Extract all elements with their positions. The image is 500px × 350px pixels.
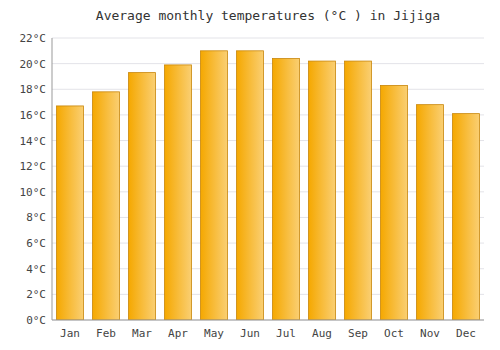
bar [309,61,336,320]
bar [381,85,408,320]
grid-line [52,63,484,64]
y-tick-label: 4°C [26,263,46,276]
x-tick-label: Feb [96,327,116,340]
x-tick-label: Oct [384,327,404,340]
chart-title: Average monthly temperatures (°C ) in Ji… [96,8,440,23]
grid-line [52,38,484,39]
bar [417,105,444,320]
x-tick-label: May [204,327,224,340]
bars [57,51,480,320]
y-tick-label: 2°C [26,288,46,301]
x-tick-label: Nov [420,327,440,340]
x-tick-label: Sep [348,327,368,340]
x-axis-line [52,320,484,321]
x-tick-label: Apr [168,327,188,340]
y-tick-label: 0°C [26,314,46,327]
y-tick-label: 12°C [20,160,47,173]
bar [201,51,228,320]
y-tick-label: 16°C [20,109,47,122]
x-tick-label: Jan [60,327,80,340]
x-tick-label: Aug [312,327,332,340]
y-tick-label: 22°C [20,32,47,45]
bar [345,61,372,320]
bar [129,73,156,320]
x-tick-label: Jun [240,327,260,340]
y-tick-label: 18°C [20,83,47,96]
grid-line [52,320,484,321]
x-tick-label: Dec [456,327,476,340]
bar [93,92,120,320]
grid-line [52,89,484,90]
bar [165,65,192,320]
y-tick-label: 10°C [20,186,47,199]
y-tick-label: 20°C [20,58,47,71]
y-tick-label: 6°C [26,237,46,250]
x-tick-label: Jul [276,327,296,340]
bar [453,114,480,320]
y-tick-label: 14°C [20,135,47,148]
y-axis: 0°C 2°C 4°C 6°C 8°C 10°C 12°C 14°C 16°C 18°C 20°C 2… [20,32,47,327]
y-tick-label: 8°C [26,211,46,224]
chart-svg: Average monthly temperatures (°C ) in Ji… [0,0,500,350]
y-axis-line [52,38,53,320]
x-tick-label: Mar [132,327,152,340]
grid [52,38,484,320]
bar [237,51,264,320]
x-axis: Jan Feb Mar Apr May Jun Jul Aug Sep Oct Nov Dec [60,327,476,340]
chart-container: Average monthly temperatures (°C ) in Ji… [0,0,500,350]
bar [273,59,300,320]
bar [57,106,84,320]
